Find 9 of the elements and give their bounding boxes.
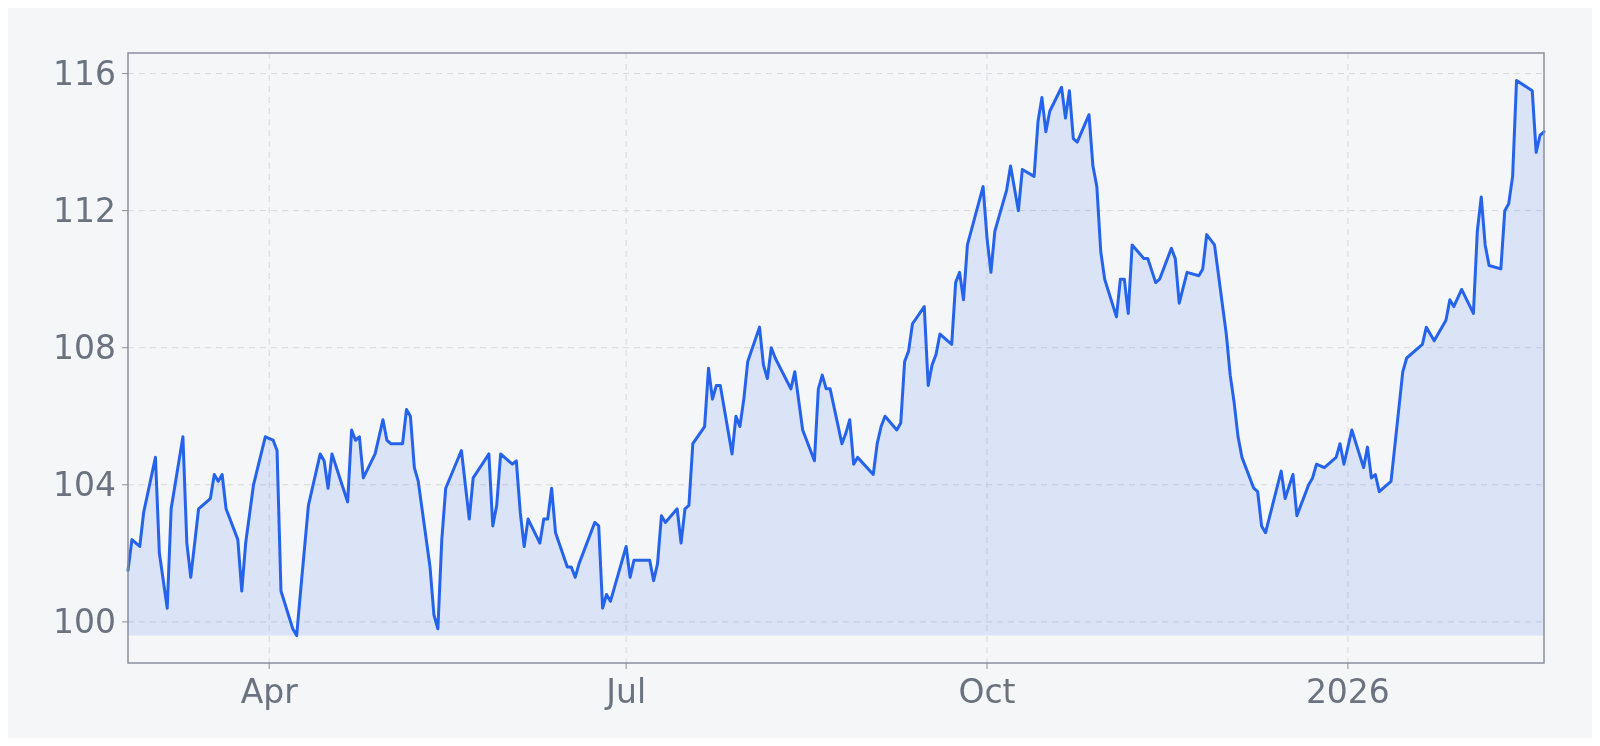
x-tick-label: Jul: [604, 672, 647, 711]
y-tick-label: 100: [53, 602, 116, 642]
y-tick-label: 112: [53, 191, 116, 231]
x-tick-label: Apr: [240, 672, 299, 711]
x-tick-label: Oct: [958, 672, 1016, 711]
y-tick-label: 108: [53, 328, 116, 368]
x-tick-label: 2026: [1305, 672, 1390, 711]
y-tick-label: 116: [53, 54, 116, 94]
y-tick-label: 104: [53, 465, 116, 505]
